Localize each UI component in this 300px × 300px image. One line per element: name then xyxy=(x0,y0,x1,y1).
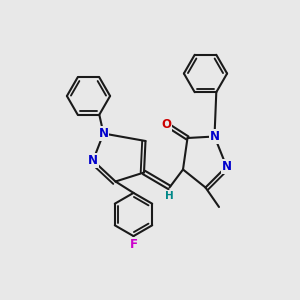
Text: O: O xyxy=(161,118,172,131)
Text: F: F xyxy=(130,238,137,251)
Text: N: N xyxy=(209,130,220,143)
Text: N: N xyxy=(98,127,109,140)
Text: N: N xyxy=(221,160,232,173)
Text: H: H xyxy=(165,191,174,201)
Text: N: N xyxy=(88,154,98,167)
